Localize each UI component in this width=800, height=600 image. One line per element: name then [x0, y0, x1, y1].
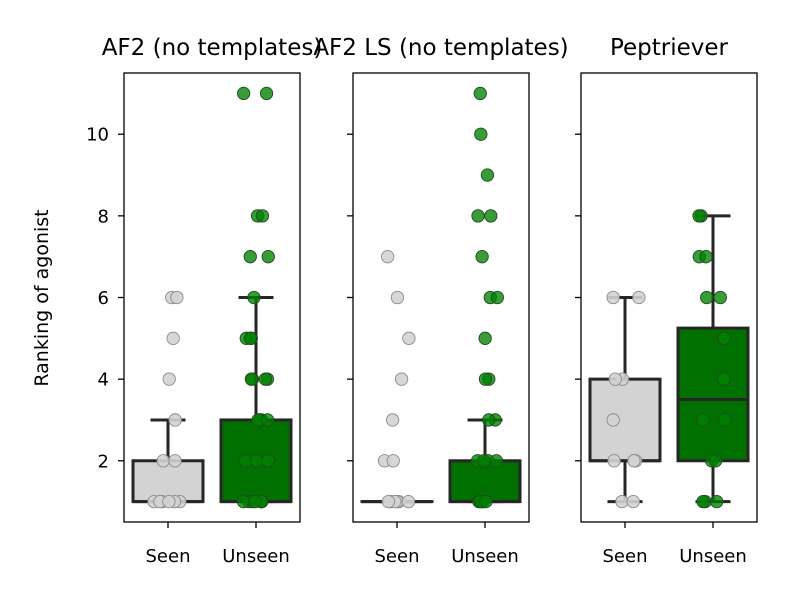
panel-af2-ls-unseen-point-20: [480, 168, 495, 182]
panel-peptriever-unseen-point-5: [696, 413, 710, 427]
panel-af2-ls-boxes: [360, 418, 522, 504]
y-tick-label-2: 2: [98, 451, 109, 472]
panel-af2-ls-unseen-point-8: [489, 454, 504, 468]
panel-peptriever-unseen-point-1: [710, 494, 724, 509]
panel-peptriever-unseen-point-4: [708, 454, 723, 468]
panel-peptriever-seen-box: [588, 377, 662, 463]
panel-af2-points: [147, 86, 275, 509]
panel-af2-seen-point-5: [162, 494, 176, 509]
panel-af2-ls-unseen-point-22: [473, 86, 487, 101]
panel-peptriever-unseen-point-2: [696, 494, 710, 509]
panel-af2-ls-seen-point-8: [385, 413, 400, 427]
panel-af2-unseen-point-10: [249, 454, 264, 468]
panel-af2-unseen-point-19: [258, 372, 273, 386]
panel-af2-ls-seen-point-11: [390, 290, 405, 305]
panel-af2-ls-unseen-point-21: [474, 127, 488, 141]
panel-af2-ls-unseen-point-11: [482, 413, 496, 427]
panel-af2-unseen-point-6: [248, 494, 262, 509]
panel-af2-unseen-point-23: [247, 290, 261, 305]
panel-af2-ls-unseen-point-9: [477, 454, 491, 468]
panel-af2-ls-unseen-point-18: [484, 209, 498, 223]
panel-af2-unseen-point-15: [260, 413, 275, 427]
y-tick-label-8: 8: [98, 206, 109, 227]
panel-peptriever-seen-point-9: [632, 290, 646, 305]
panel-af2: AF2 (no templates) Seen Unseen: [102, 35, 323, 567]
panel-af2-xtick-seen: Seen: [146, 546, 191, 567]
panel-af2-unseen-point-24: [243, 250, 257, 264]
panel-peptriever-seen-point-0: [615, 494, 629, 509]
panel-af2-unseen-point-25: [261, 250, 275, 264]
panel-peptriever-xtick-seen: Seen: [603, 546, 648, 567]
panel-peptriever-unseen-point-14: [699, 250, 713, 264]
panel-peptriever-unseen-box: [676, 326, 750, 463]
panel-af2-ticks: [118, 133, 257, 528]
panel-af2-ls-seen-point-4: [381, 494, 396, 509]
panel-af2-ls-unseen-point-17: [475, 250, 489, 264]
y-axis-label: Ranking of agonist: [31, 209, 53, 386]
panel-peptriever-title: Peptriever: [610, 35, 729, 61]
panel-af2-unseen-point-4: [236, 494, 251, 509]
panel-af2-ls-unseen-point-13: [478, 372, 493, 386]
panel-af2-ls-title: AF2 LS (no templates): [313, 35, 568, 61]
y-tick-label-10: 10: [86, 125, 109, 146]
panel-af2-seen-point-10: [166, 331, 180, 345]
y-tick-label-6: 6: [98, 288, 109, 309]
panel-af2-ls-unseen-point-14: [478, 331, 492, 345]
panel-peptriever-seen-point-7: [608, 372, 622, 386]
panel-af2-ls-seen-point-5: [401, 494, 416, 509]
panel-af2-xtick-unseen: Unseen: [222, 546, 290, 567]
panel-af2-ls-ticks: [347, 133, 486, 528]
panel-peptriever-xtick-unseen: Unseen: [679, 546, 747, 567]
panel-af2-ls-xtick-seen: Seen: [375, 546, 420, 567]
panel-af2-seen-point-8: [168, 413, 182, 427]
panel-peptriever-unseen-point-6: [718, 413, 732, 427]
panel-af2-ls-seen-point-7: [386, 454, 400, 468]
panel-peptriever-unseen-point-12: [700, 290, 714, 305]
panel-af2-unseen-point-11: [261, 454, 275, 468]
panel-af2-ls-unseen-point-5: [479, 494, 493, 509]
panel-peptriever-ticks: [575, 133, 714, 528]
panel-af2-seen-point-12: [170, 290, 184, 305]
panel-peptriever-unseen-point-11: [713, 290, 727, 305]
panel-af2-seen-point-9: [162, 372, 176, 386]
panel-af2-unseen-point-27: [255, 209, 270, 223]
panel-af2-ls-seen-point-10: [402, 331, 416, 345]
panel-peptriever-seen-point-8: [606, 290, 620, 305]
panel-af2-ls-unseen-point-19: [471, 209, 485, 223]
panel-peptriever-seen-point-4: [627, 454, 641, 468]
panel-peptriever-seen-point-1: [626, 494, 640, 509]
panel-peptriever-unseen-point-8: [717, 372, 731, 386]
panel-af2-ls-unseen-point-16: [490, 290, 504, 305]
panel-peptriever-unseen-point-16: [692, 209, 706, 223]
panel-af2-ls: AF2 LS (no templates) Seen Unseen: [313, 35, 568, 567]
y-tick-label-4: 4: [98, 370, 109, 391]
panel-af2-unseen-point-18: [244, 372, 259, 386]
panel-af2-ls-xtick-unseen: Unseen: [451, 546, 519, 567]
panel-af2-ls-points: [377, 86, 504, 509]
panel-af2-unseen-point-29: [236, 86, 251, 101]
panel-peptriever: Peptriever Seen Unseen: [575, 35, 758, 567]
panel-peptriever-points: [606, 209, 732, 509]
panel-peptriever-unseen-point-10: [717, 331, 732, 345]
y-tick-labels: 2 4 6 8 10: [86, 125, 109, 473]
panel-peptriever-seen-point-3: [607, 454, 621, 468]
panel-af2-title: AF2 (no templates): [102, 35, 323, 61]
panel-af2-ls-seen-point-9: [394, 372, 409, 386]
panel-af2-ls-seen-point-12: [380, 250, 395, 264]
panel-af2-unseen-point-22: [243, 331, 257, 345]
panel-af2-unseen-point-28: [259, 86, 274, 101]
panel-af2-seen-point-6: [156, 454, 170, 468]
panel-peptriever-seen-point-5: [606, 413, 620, 427]
panel-af2-seen-point-7: [168, 454, 182, 468]
